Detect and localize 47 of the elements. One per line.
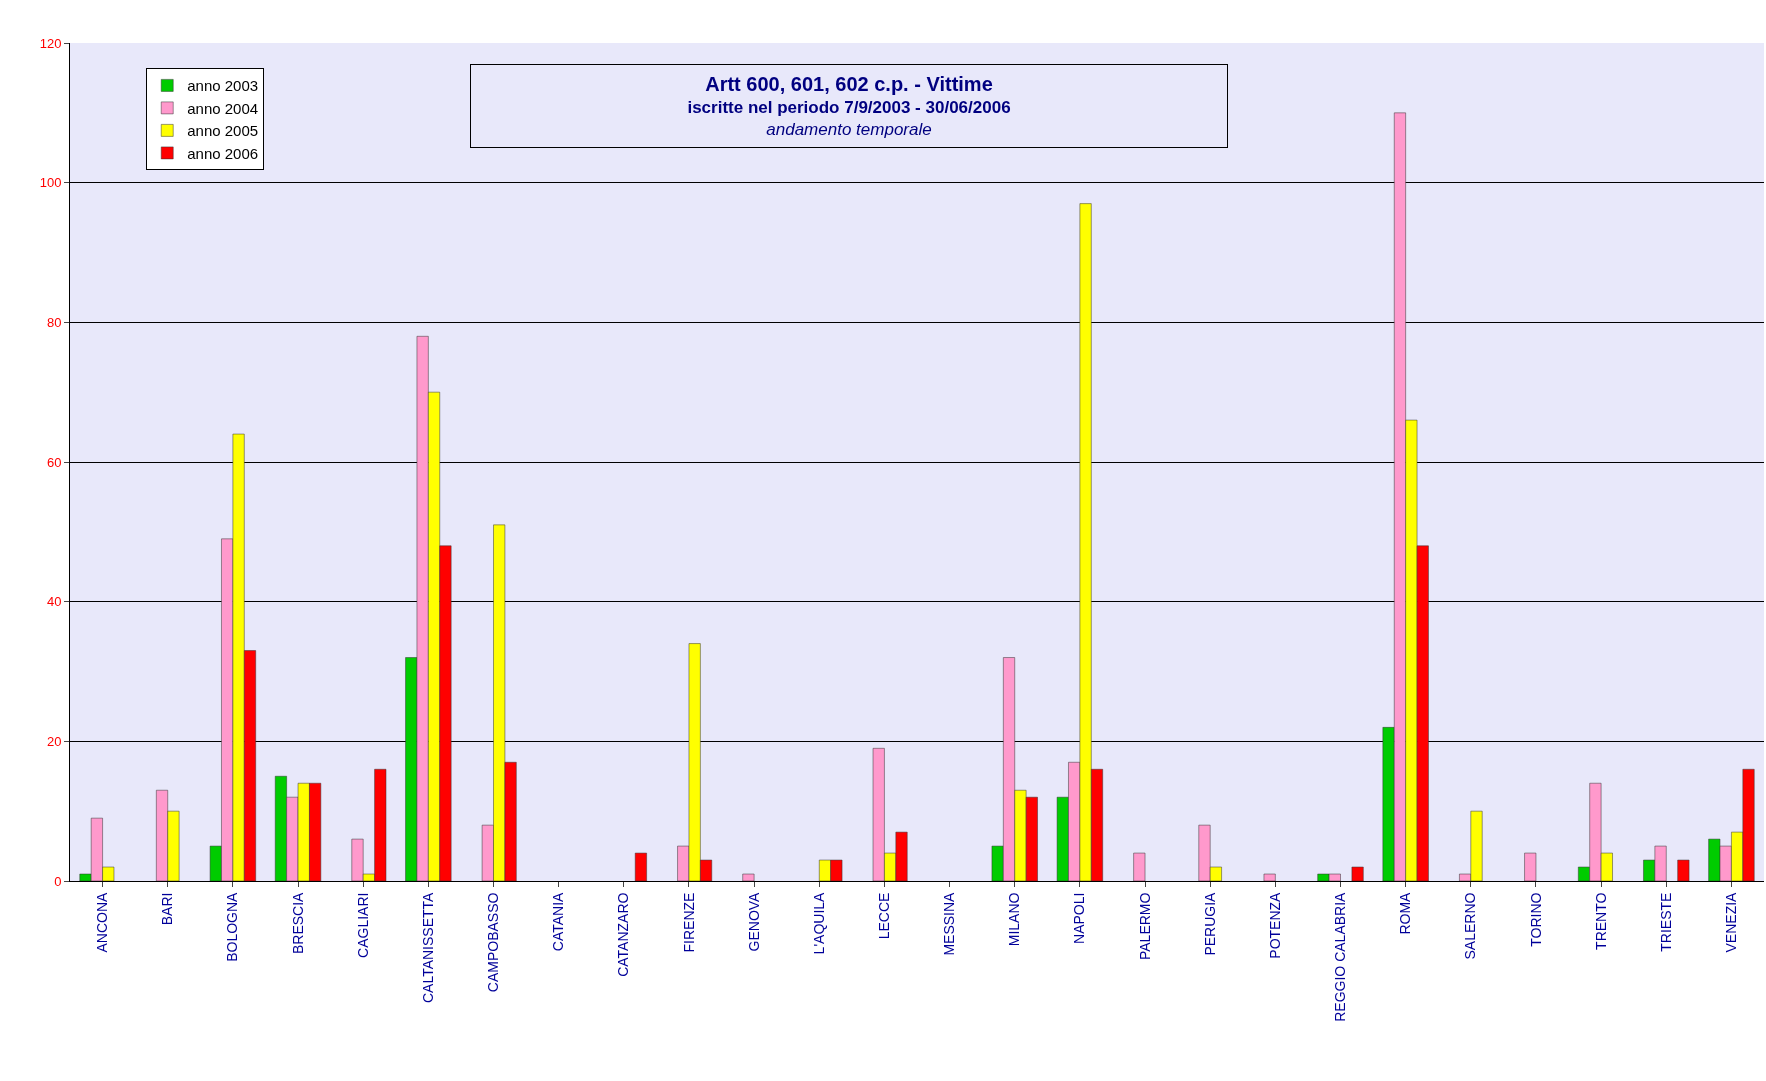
x-tick-label: BARI <box>159 892 176 926</box>
bar <box>1133 852 1146 881</box>
x-tick-label: PERUGIA <box>1201 891 1218 956</box>
bar <box>1263 873 1276 881</box>
x-tick-label: FIRENZE <box>680 892 697 953</box>
x-tick-label: TRENTO <box>1592 892 1609 950</box>
legend-label: anno 2005 <box>187 122 259 140</box>
x-tick-label: CALTANISSETTA <box>419 891 436 1004</box>
x-tick-label: ANCONA <box>94 891 111 953</box>
legend-label: anno 2004 <box>187 99 259 117</box>
bar <box>1524 852 1537 881</box>
x-tick-label: ROMA <box>1397 891 1414 935</box>
x-tick-label: LECCE <box>875 892 892 940</box>
x-tick-label: BOLOGNA <box>224 891 241 962</box>
legend-label: anno 2003 <box>187 77 259 95</box>
x-tick-label: MILANO <box>1006 892 1023 947</box>
x-tick-label: CATANZARO <box>615 892 632 977</box>
x-tick-label: CAGLIARI <box>354 892 371 958</box>
x-tick-label: SALERNO <box>1462 892 1479 960</box>
x-tick-label: TORINO <box>1527 892 1544 947</box>
y-tick-label: 80 <box>46 314 62 330</box>
y-tick-label: 20 <box>46 733 62 749</box>
bar <box>1677 859 1690 881</box>
annotation: andamento temporale <box>766 120 932 140</box>
y-tick-label: 120 <box>39 35 62 51</box>
x-tick-label: GENOVA <box>745 891 762 952</box>
bar <box>742 873 755 881</box>
x-tick-label: BRESCIA <box>289 891 306 955</box>
x-tick-label: REGGIO CALABRIA <box>1332 891 1349 1022</box>
bar <box>1351 866 1364 881</box>
x-tick-label: TRIESTE <box>1657 892 1674 952</box>
bar <box>634 852 647 881</box>
x-tick-label: VENEZIA <box>1722 891 1739 953</box>
y-tick-label: 60 <box>46 454 62 470</box>
x-tick-label: POTENZA <box>1266 891 1283 959</box>
x-tick-label: PALERMO <box>1136 892 1153 961</box>
y-tick-label: 100 <box>39 175 62 191</box>
y-tick-label: 0 <box>54 873 62 889</box>
x-tick-label: CATANIA <box>550 891 567 952</box>
text: iscritte nel periodo 7/9/2003 - 30/06/2006 <box>687 98 1011 118</box>
text: Artt 600, 601, 602 c.p. - Vittime <box>705 73 993 95</box>
x-tick-label: NAPOLI <box>1071 892 1088 944</box>
y-tick-label: 40 <box>46 594 62 610</box>
x-tick-label: L'AQUILA <box>810 891 827 955</box>
x-tick-label: MESSINA <box>941 891 958 956</box>
legend-label: anno 2006 <box>187 144 259 162</box>
x-tick-label: CAMPOBASSO <box>485 892 502 993</box>
